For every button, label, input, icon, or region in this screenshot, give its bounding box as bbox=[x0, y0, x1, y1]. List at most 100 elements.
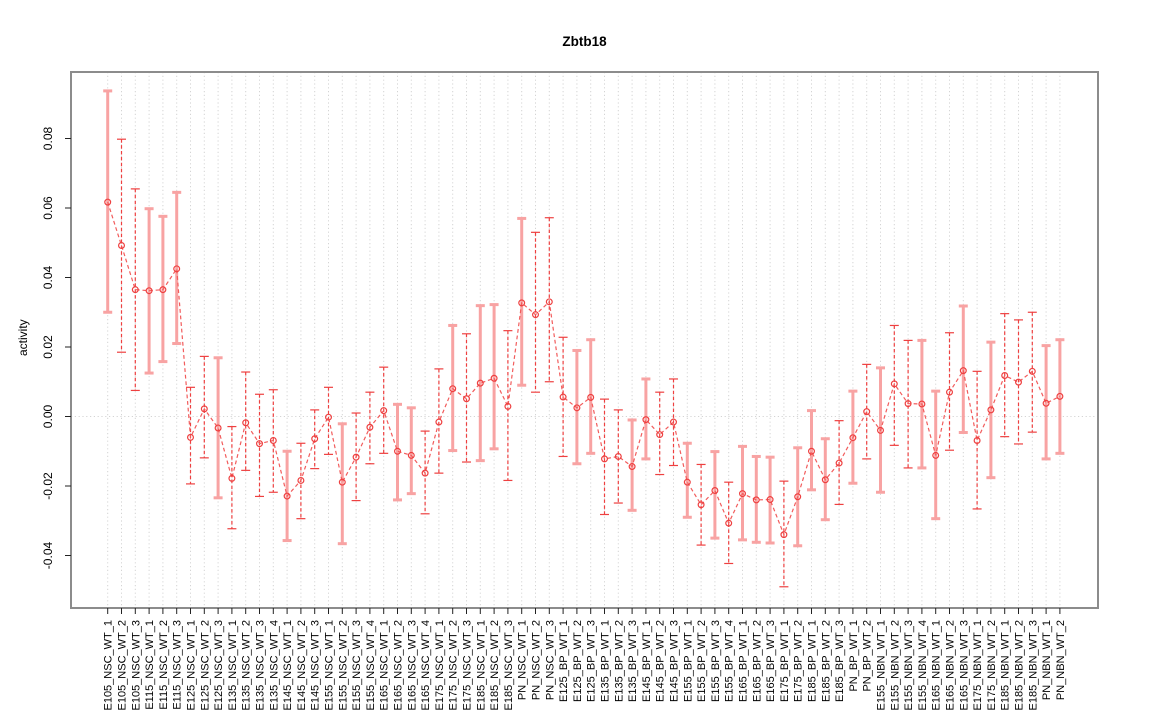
x-tick-label: E155_NBN_WT_1 bbox=[876, 620, 888, 711]
x-tick-label: E165_NSC_WT_3 bbox=[406, 620, 418, 711]
x-tick-label: E185_NSC_WT_2 bbox=[489, 620, 501, 711]
x-tick-label: E135_NSC_WT_4 bbox=[268, 620, 280, 711]
x-tick-label: E125_NSC_WT_3 bbox=[213, 620, 225, 711]
data-point-marker bbox=[228, 474, 236, 482]
data-point-marker bbox=[683, 478, 691, 486]
x-tick-label: E115_NSC_WT_1 bbox=[144, 620, 156, 710]
data-point-marker bbox=[807, 447, 815, 455]
y-tick-label: 0.00 bbox=[41, 404, 55, 428]
x-tick-label: E155_NSC_WT_3 bbox=[351, 620, 363, 711]
x-tick-label: E155_NSC_WT_4 bbox=[365, 620, 377, 711]
data-point-marker bbox=[987, 406, 995, 414]
data-point-marker bbox=[794, 493, 802, 501]
data-point-marker bbox=[449, 385, 457, 393]
data-point-marker bbox=[1042, 399, 1050, 407]
x-tick-label: E155_BP_WT_1 bbox=[682, 620, 694, 702]
x-tick-label: E165_BP_WT_1 bbox=[738, 620, 750, 702]
data-point-marker bbox=[904, 400, 912, 408]
data-point-marker bbox=[1001, 371, 1009, 379]
x-tick-label: E135_NSC_WT_3 bbox=[255, 620, 267, 711]
data-point-marker bbox=[559, 393, 567, 401]
data-point-marker bbox=[890, 380, 898, 388]
x-tick-label: PN_NSC_WT_3 bbox=[544, 620, 556, 700]
data-point-marker bbox=[1056, 392, 1064, 400]
data-point-marker bbox=[518, 299, 526, 307]
data-point-marker bbox=[876, 426, 884, 434]
x-tick-label: E155_NBN_WT_3 bbox=[903, 620, 915, 711]
x-tick-label: PN_NBN_WT_2 bbox=[1055, 620, 1067, 700]
x-tick-label: E175_NSC_WT_3 bbox=[462, 620, 474, 711]
x-tick-label: E175_BP_WT_1 bbox=[779, 620, 791, 702]
x-tick-label: E145_NSC_WT_3 bbox=[310, 620, 322, 711]
y-tick-label: 0.02 bbox=[41, 335, 55, 359]
data-point-marker bbox=[669, 418, 677, 426]
data-point-marker bbox=[173, 265, 181, 273]
x-tick-label: PN_BP_WT_1 bbox=[848, 620, 860, 692]
data-point-marker bbox=[656, 431, 664, 439]
x-tick-label: E155_BP_WT_3 bbox=[710, 620, 722, 702]
data-point-marker bbox=[380, 407, 388, 415]
x-tick-label: E185_BP_WT_2 bbox=[820, 620, 832, 702]
data-point-marker bbox=[628, 463, 636, 471]
data-point-marker bbox=[600, 455, 608, 463]
y-tick-label: -0.02 bbox=[41, 472, 55, 500]
x-tick-label: E185_NSC_WT_1 bbox=[475, 620, 487, 711]
data-point-marker bbox=[117, 242, 125, 250]
x-tick-label: E105_NSC_WT_1 bbox=[103, 620, 115, 711]
data-point-marker bbox=[1014, 378, 1022, 386]
y-axis-label: activity bbox=[16, 319, 30, 356]
x-tick-label: E125_NSC_WT_1 bbox=[186, 620, 198, 711]
x-tick-label: E175_NBN_WT_1 bbox=[972, 620, 984, 711]
x-tick-label: E135_BP_WT_1 bbox=[600, 620, 612, 702]
x-tick-label: PN_BP_WT_2 bbox=[862, 620, 874, 692]
data-point-marker bbox=[325, 413, 333, 421]
x-tick-label: E155_BP_WT_4 bbox=[724, 620, 736, 702]
data-point-marker bbox=[159, 286, 167, 294]
x-tick-label: E145_BP_WT_3 bbox=[669, 620, 681, 702]
x-tick-label: E175_NBN_WT_2 bbox=[986, 620, 998, 711]
x-tick-label: E125_BP_WT_1 bbox=[558, 620, 570, 702]
data-point-marker bbox=[269, 436, 277, 444]
x-tick-label: E155_NSC_WT_2 bbox=[337, 620, 349, 711]
x-tick-label: E155_BP_WT_2 bbox=[696, 620, 708, 702]
plot-frame bbox=[70, 71, 1099, 609]
x-tick-label: E185_NSC_WT_3 bbox=[503, 620, 515, 711]
y-tick-label: -0.04 bbox=[41, 542, 55, 570]
y-tick-label: 0.08 bbox=[41, 126, 55, 150]
data-point-marker bbox=[821, 476, 829, 484]
x-tick-label: E175_NSC_WT_2 bbox=[448, 620, 460, 711]
x-tick-label: E175_NSC_WT_1 bbox=[434, 620, 446, 711]
data-point-marker bbox=[738, 490, 746, 498]
data-point-marker bbox=[531, 311, 539, 319]
data-point-marker bbox=[338, 478, 346, 486]
x-tick-label: E135_NSC_WT_1 bbox=[227, 620, 239, 711]
data-point-marker bbox=[849, 434, 857, 442]
data-point-marker bbox=[311, 435, 319, 443]
x-tick-label: E155_NBN_WT_4 bbox=[917, 620, 929, 711]
data-point-marker bbox=[959, 367, 967, 375]
series-line bbox=[107, 201, 1061, 537]
data-point-marker bbox=[242, 419, 250, 427]
x-tick-label: E155_NSC_WT_1 bbox=[324, 620, 336, 711]
x-tick-label: E125_BP_WT_2 bbox=[572, 620, 584, 702]
data-point-marker bbox=[200, 405, 208, 413]
data-point-marker bbox=[573, 404, 581, 412]
x-tick-label: E135_NSC_WT_2 bbox=[241, 620, 253, 711]
data-point-marker bbox=[104, 198, 112, 206]
x-tick-label: E115_NSC_WT_3 bbox=[172, 620, 184, 710]
x-tick-label: PN_NSC_WT_2 bbox=[531, 620, 543, 700]
chart-title: Zbtb18 bbox=[562, 34, 607, 49]
x-tick-label: E125_NSC_WT_2 bbox=[199, 620, 211, 711]
x-tick-label: E115_NSC_WT_2 bbox=[158, 620, 170, 710]
x-tick-label: E165_NBN_WT_1 bbox=[931, 620, 943, 711]
data-point-marker bbox=[614, 452, 622, 460]
x-tick-label: E185_NBN_WT_2 bbox=[1014, 620, 1026, 711]
x-tick-label: E185_BP_WT_1 bbox=[807, 620, 819, 702]
data-point-marker bbox=[697, 501, 705, 509]
data-point-marker bbox=[187, 433, 195, 441]
data-point-marker bbox=[642, 416, 650, 424]
data-point-marker bbox=[297, 476, 305, 484]
data-point-marker bbox=[145, 287, 153, 295]
